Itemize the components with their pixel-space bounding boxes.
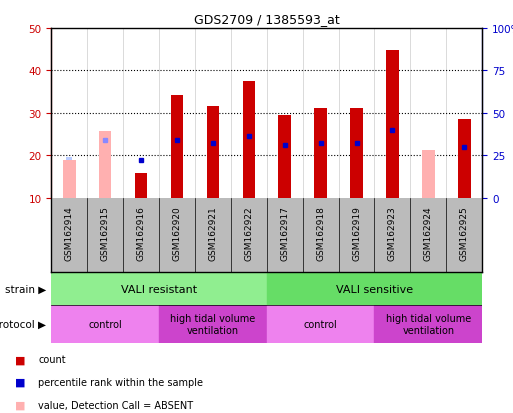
Bar <box>159 306 267 343</box>
Text: control: control <box>304 319 338 329</box>
Bar <box>374 306 482 343</box>
Text: value, Detection Call = ABSENT: value, Detection Call = ABSENT <box>38 400 193 410</box>
Bar <box>51 273 267 306</box>
Bar <box>386 51 399 198</box>
Text: GSM162925: GSM162925 <box>460 206 469 260</box>
Text: ■: ■ <box>15 400 26 410</box>
Text: VALI resistant: VALI resistant <box>121 284 197 294</box>
Bar <box>267 306 374 343</box>
Text: GSM162920: GSM162920 <box>172 206 182 260</box>
Bar <box>135 174 147 198</box>
Text: GSM162916: GSM162916 <box>136 206 146 261</box>
Bar <box>51 306 159 343</box>
Bar <box>422 151 435 198</box>
Text: ■: ■ <box>15 377 26 387</box>
Text: high tidal volume
ventilation: high tidal volume ventilation <box>386 313 471 335</box>
Text: protocol ▶: protocol ▶ <box>0 319 46 329</box>
Bar <box>243 82 255 198</box>
Text: GSM162919: GSM162919 <box>352 206 361 261</box>
Text: GSM162914: GSM162914 <box>65 206 74 260</box>
Text: GSM162918: GSM162918 <box>316 206 325 261</box>
Bar <box>279 116 291 198</box>
Text: GSM162915: GSM162915 <box>101 206 110 261</box>
Bar <box>350 109 363 198</box>
Bar <box>99 131 111 198</box>
Text: ■: ■ <box>15 354 26 364</box>
Text: percentile rank within the sample: percentile rank within the sample <box>38 377 204 387</box>
Bar <box>207 107 219 198</box>
Text: GSM162924: GSM162924 <box>424 206 433 260</box>
Text: GSM162917: GSM162917 <box>280 206 289 261</box>
Bar <box>458 120 470 198</box>
Bar <box>425 154 431 198</box>
Text: GSM162923: GSM162923 <box>388 206 397 260</box>
Text: GSM162921: GSM162921 <box>208 206 218 260</box>
Bar <box>66 158 72 198</box>
Text: GSM162922: GSM162922 <box>244 206 253 260</box>
Text: control: control <box>88 319 122 329</box>
Bar <box>267 273 482 306</box>
Title: GDS2709 / 1385593_at: GDS2709 / 1385593_at <box>194 13 340 26</box>
Text: high tidal volume
ventilation: high tidal volume ventilation <box>170 313 255 335</box>
Text: count: count <box>38 354 66 364</box>
Bar <box>171 96 183 198</box>
Bar <box>314 109 327 198</box>
Bar <box>63 160 75 198</box>
Text: VALI sensitive: VALI sensitive <box>336 284 413 294</box>
Text: strain ▶: strain ▶ <box>5 284 46 294</box>
